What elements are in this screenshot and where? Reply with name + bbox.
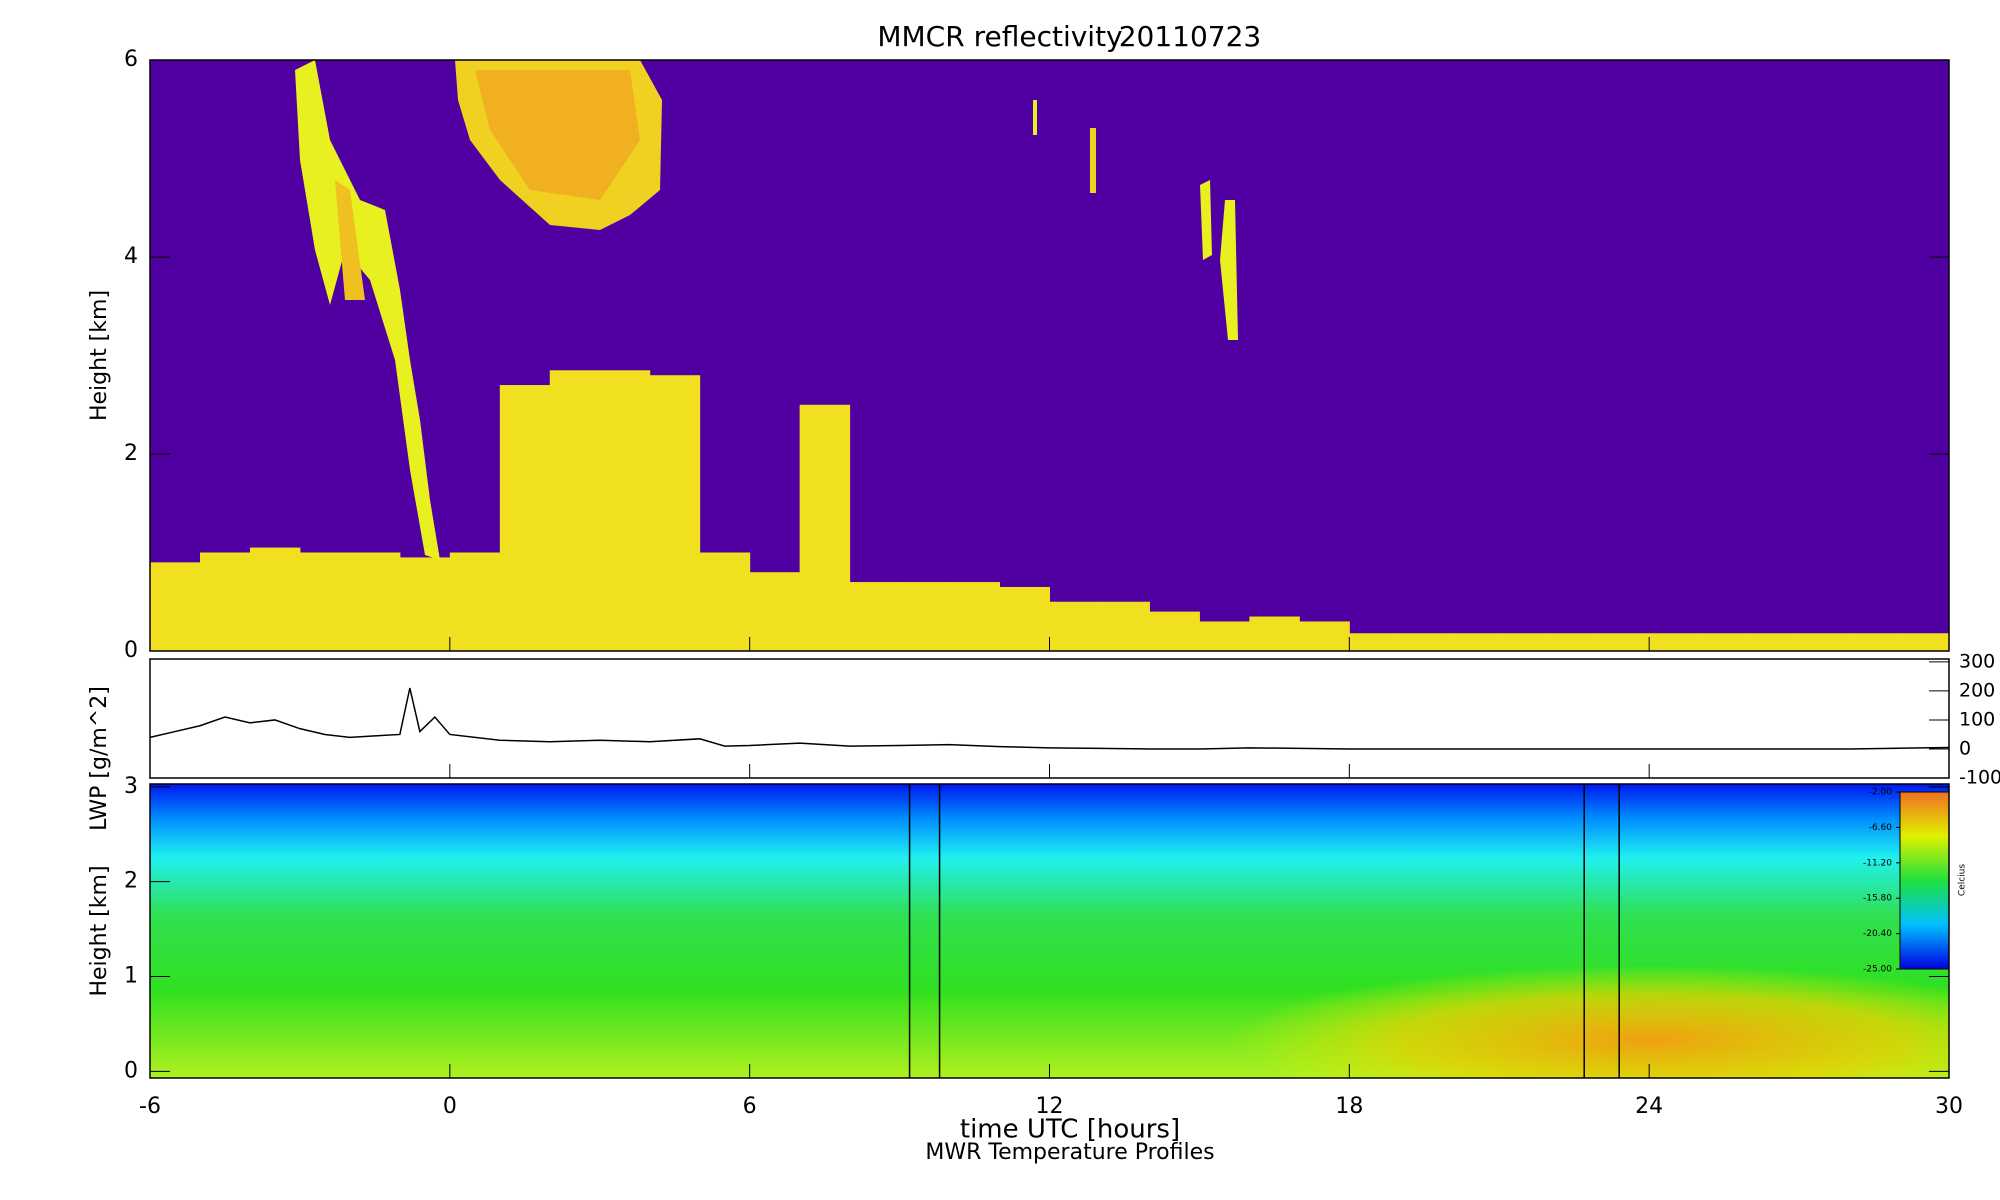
- cloud-blob: [1220, 200, 1238, 340]
- cloud-column: [499, 385, 551, 651]
- cloud-column: [899, 582, 951, 651]
- cloud-column: [1149, 611, 1200, 651]
- cloud-blob: [1090, 128, 1096, 193]
- x-tick-label: 30: [1935, 1094, 1963, 1119]
- cloud-column: [1049, 601, 1100, 651]
- cloud-column: [749, 572, 801, 651]
- x-tick-label: 0: [443, 1094, 457, 1119]
- cloud-column: [249, 547, 301, 651]
- cloud-column: [1699, 633, 1750, 651]
- cloud-core: [475, 70, 640, 200]
- y-tick-label: 3: [124, 774, 138, 799]
- colorbar-tick-label: -11.20: [1863, 858, 1892, 868]
- colorbar: [1899, 791, 1950, 970]
- y-tick-label: 0: [124, 1058, 138, 1083]
- colorbar-tick-label: -25.00: [1863, 965, 1892, 975]
- cloud-column: [949, 582, 1001, 651]
- subtitle: MWR Temperature Profiles: [925, 1140, 1214, 1165]
- lwp-line: [149, 687, 1950, 750]
- cloud-column: [799, 404, 851, 651]
- y-axis-label: Height [km]: [87, 290, 112, 421]
- panel-bg: [150, 659, 1949, 778]
- colorbar-tick-label: -15.80: [1863, 894, 1892, 904]
- y-tick-label: 1: [124, 964, 138, 989]
- cloud-column: [1649, 633, 1700, 651]
- y-tick-label: 4: [124, 244, 138, 269]
- cloud-column: [549, 370, 601, 651]
- chart-title: MMCR reflectivity: [877, 20, 1122, 53]
- cloud-column: [1299, 621, 1350, 651]
- reflectivity-panel: 0 2 4 6 Height [km]: [87, 47, 1950, 663]
- x-tick-label: 6: [743, 1094, 757, 1119]
- cloud-column: [449, 552, 501, 651]
- panel-frame: [149, 658, 1950, 779]
- cloud-column: [1199, 621, 1250, 651]
- colorbar-tick-label: -20.40: [1863, 929, 1892, 939]
- cloud-column: [150, 562, 201, 651]
- cloud-column: [1449, 633, 1500, 651]
- cloud-column: [649, 375, 701, 651]
- x-tick-label: 18: [1335, 1094, 1363, 1119]
- y-tick-label: 0: [124, 638, 138, 663]
- colorbar-label: Celcius: [1958, 864, 1968, 896]
- colorbar-tick-label: -2.00: [1869, 788, 1893, 798]
- x-tick-label: 24: [1635, 1094, 1663, 1119]
- cloud-column: [1499, 633, 1550, 651]
- cloud-streak: [295, 60, 440, 560]
- y-tick-label: 2: [124, 441, 138, 466]
- cloud-column: [1849, 633, 1900, 651]
- y-tick-label: 2: [124, 869, 138, 894]
- cloud-column: [999, 586, 1050, 651]
- cloud-column: [349, 552, 401, 651]
- y-tick-label: 6: [124, 47, 138, 72]
- cloud-column: [1349, 633, 1400, 651]
- panel-frame: [149, 59, 1950, 652]
- cloud-column: [1799, 633, 1850, 651]
- cloud-column: [1399, 633, 1450, 651]
- cloud-blob: [1033, 100, 1037, 135]
- colorbar-tick-label: -6.60: [1869, 823, 1893, 833]
- cloud-column: [1549, 633, 1600, 651]
- cloud-column: [599, 370, 651, 651]
- cloud-column: [399, 557, 451, 651]
- y-tick-label: 0: [1959, 737, 1971, 759]
- y-tick-label: 200: [1959, 679, 1995, 701]
- x-axis-label: time UTC [hours]: [960, 1115, 1180, 1145]
- cloud-column: [299, 552, 351, 651]
- panel-frame: [149, 783, 1950, 1079]
- y-tick-label: 100: [1959, 708, 1995, 730]
- cloud-blob: [1200, 180, 1212, 260]
- cloud-column: [1899, 633, 1950, 651]
- warm-layer: [1230, 965, 1949, 1078]
- lwp-panel: 300 200 100 0 -100 LWP [g/m^2]: [87, 650, 2000, 830]
- cloud-column: [1249, 616, 1300, 651]
- cloud-column: [849, 582, 901, 651]
- temperature-field: [150, 784, 1949, 1078]
- y-tick-label: -100: [1959, 767, 2000, 789]
- cloud-streak: [335, 180, 365, 300]
- cloud-column: [1599, 633, 1650, 651]
- upper-clouds: [295, 60, 1238, 560]
- y-axis-label: Height [km]: [87, 865, 112, 996]
- cloud-column: [1749, 633, 1800, 651]
- y-tick-label: 300: [1959, 650, 1995, 672]
- y-axis-label: LWP [g/m^2]: [87, 686, 112, 831]
- x-tick-label: 12: [1036, 1094, 1064, 1119]
- chart-date: 20110723: [1119, 20, 1262, 53]
- x-tick-label: -6: [139, 1094, 161, 1119]
- cloud-column: [1099, 601, 1150, 651]
- cloud-column: [199, 552, 251, 651]
- cloud-column: [699, 552, 751, 651]
